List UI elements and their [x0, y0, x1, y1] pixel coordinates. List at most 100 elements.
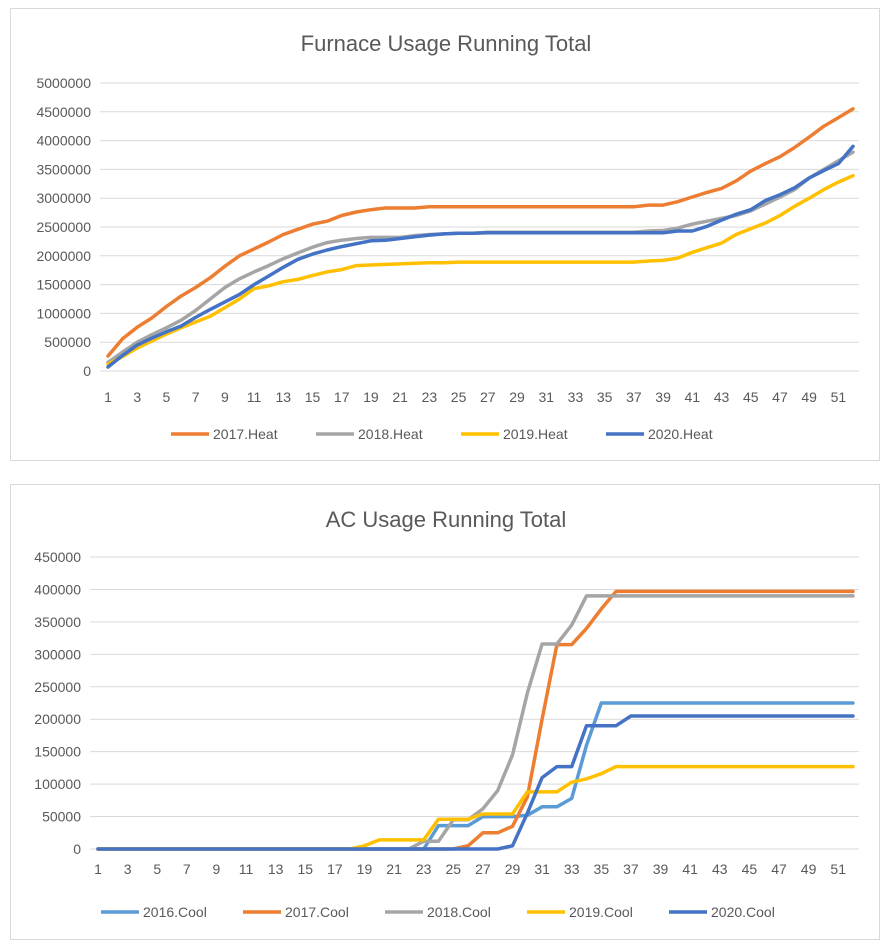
gridlines — [100, 82, 859, 372]
furnace-chart: Furnace Usage Running Total 0 500000 10000… — [36, 31, 859, 442]
furnace-chart-panel: Furnace Usage Running Total 0 500000 10000… — [10, 8, 880, 461]
x-tick-label: 5 — [153, 861, 161, 877]
x-tick-label: 19 — [357, 861, 373, 877]
x-tick-label: 49 — [801, 389, 817, 405]
legend-item-2020.Heat: 2020.Heat — [606, 426, 713, 442]
x-tick-label: 33 — [564, 861, 580, 877]
chart-title: Furnace Usage Running Total — [301, 31, 592, 56]
legend-label: 2020.Cool — [711, 904, 775, 920]
series-line-2019.Cool — [96, 764, 855, 851]
y-tick-label: 0 — [73, 841, 81, 857]
x-tick-label: 19 — [363, 389, 379, 405]
x-tick-label: 43 — [712, 861, 728, 877]
legend-item-2019.Heat: 2019.Heat — [461, 426, 568, 442]
series-line-2019.Heat — [106, 173, 855, 366]
y-tick-label: 3000000 — [36, 190, 91, 206]
y-tick-label: 450000 — [34, 549, 81, 565]
series-line-2016.Cool — [96, 701, 855, 851]
legend: 2017.Heat 2018.Heat 2019.Heat 2020.Heat — [171, 426, 713, 442]
x-tick-label: 27 — [480, 389, 496, 405]
y-tick-label: 250000 — [34, 679, 81, 695]
x-tick-label: 13 — [276, 389, 292, 405]
y-tick-label: 500000 — [44, 334, 91, 350]
x-tick-label: 11 — [239, 861, 254, 877]
y-tick-label: 4000000 — [36, 133, 91, 149]
legend-item-2016.Cool: 2016.Cool — [101, 904, 207, 920]
series-line-2020.Cool — [96, 714, 855, 851]
x-tick-label: 25 — [446, 861, 462, 877]
x-tick-label: 49 — [801, 861, 817, 877]
x-tick-label: 33 — [568, 389, 584, 405]
y-axis-ticks: 0 500000 1000000 1500000 2000000 2500000 30000… — [36, 75, 91, 379]
series-line-2020.Heat — [106, 144, 855, 369]
x-axis-ticks: 1 3 5 7 9 11 13 15 17 19 21 23 25 27 29 31 33 35 37 39 41 43 4… — [104, 389, 846, 405]
series-line-2017.Cool — [96, 589, 855, 851]
x-tick-label: 23 — [416, 861, 432, 877]
y-tick-label: 2000000 — [36, 248, 91, 264]
x-tick-label: 1 — [104, 389, 112, 405]
x-tick-label: 13 — [268, 861, 284, 877]
x-tick-label: 25 — [451, 389, 467, 405]
y-tick-label: 1000000 — [36, 305, 91, 321]
legend-label: 2018.Heat — [358, 426, 423, 442]
x-tick-label: 39 — [653, 861, 669, 877]
x-tick-label: 3 — [124, 861, 132, 877]
legend-item-2017.Cool: 2017.Cool — [243, 904, 349, 920]
x-tick-label: 15 — [305, 389, 321, 405]
x-tick-label: 31 — [534, 861, 550, 877]
legend-item-2020.Cool: 2020.Cool — [669, 904, 775, 920]
ac-chart: AC Usage Running Total 0 50000 100000 15000… — [34, 507, 859, 920]
y-tick-label: 100000 — [34, 776, 81, 792]
x-tick-label: 43 — [714, 389, 730, 405]
x-tick-label: 45 — [742, 861, 758, 877]
legend-label: 2019.Heat — [503, 426, 568, 442]
series-lines — [106, 107, 855, 369]
legend-item-2018.Heat: 2018.Heat — [316, 426, 423, 442]
x-tick-label: 15 — [297, 861, 313, 877]
x-tick-label: 17 — [327, 861, 343, 877]
x-tick-label: 31 — [538, 389, 554, 405]
series-line-2018.Heat — [106, 150, 855, 365]
x-tick-label: 47 — [771, 861, 787, 877]
x-axis-ticks: 1 3 5 7 9 11 13 15 17 19 21 23 25 27 29 31 33 35 37 39 41 43 4… — [94, 861, 846, 877]
x-tick-label: 37 — [626, 389, 642, 405]
legend-label: 2017.Cool — [285, 904, 349, 920]
y-tick-label: 200000 — [34, 711, 81, 727]
legend-item-2018.Cool: 2018.Cool — [385, 904, 491, 920]
y-tick-label: 400000 — [34, 581, 81, 597]
x-tick-label: 39 — [655, 389, 671, 405]
series-line-2018.Cool — [96, 594, 855, 851]
x-tick-label: 1 — [94, 861, 102, 877]
y-tick-label: 150000 — [34, 744, 81, 760]
chart-title: AC Usage Running Total — [326, 507, 567, 532]
x-tick-label: 51 — [831, 389, 847, 405]
y-tick-label: 4500000 — [36, 104, 91, 120]
x-tick-label: 3 — [133, 389, 141, 405]
legend-item-2017.Heat: 2017.Heat — [171, 426, 278, 442]
x-tick-label: 11 — [247, 389, 262, 405]
legend-label: 2019.Cool — [569, 904, 633, 920]
x-tick-label: 7 — [183, 861, 191, 877]
x-tick-label: 29 — [505, 861, 521, 877]
x-tick-label: 5 — [163, 389, 171, 405]
legend: 2016.Cool 2017.Cool 2018.Cool 2019.Cool 2020… — [101, 904, 775, 920]
x-tick-label: 45 — [743, 389, 759, 405]
x-tick-label: 9 — [213, 861, 221, 877]
x-tick-label: 9 — [221, 389, 229, 405]
legend-label: 2018.Cool — [427, 904, 491, 920]
x-tick-label: 29 — [509, 389, 525, 405]
x-tick-label: 21 — [392, 389, 408, 405]
x-tick-label: 27 — [475, 861, 491, 877]
y-tick-label: 50000 — [42, 809, 81, 825]
x-tick-label: 35 — [597, 389, 613, 405]
x-tick-label: 21 — [386, 861, 402, 877]
x-tick-label: 47 — [772, 389, 788, 405]
x-tick-label: 37 — [623, 861, 639, 877]
legend-label: 2017.Heat — [213, 426, 278, 442]
ac-chart-panel: AC Usage Running Total 0 50000 100000 15000… — [10, 484, 880, 940]
y-tick-label: 300000 — [34, 646, 81, 662]
x-tick-label: 35 — [594, 861, 610, 877]
x-tick-label: 23 — [422, 389, 438, 405]
y-tick-label: 3500000 — [36, 161, 91, 177]
y-axis-ticks: 0 50000 100000 150000 200000 250000 300000 3500… — [34, 549, 81, 857]
